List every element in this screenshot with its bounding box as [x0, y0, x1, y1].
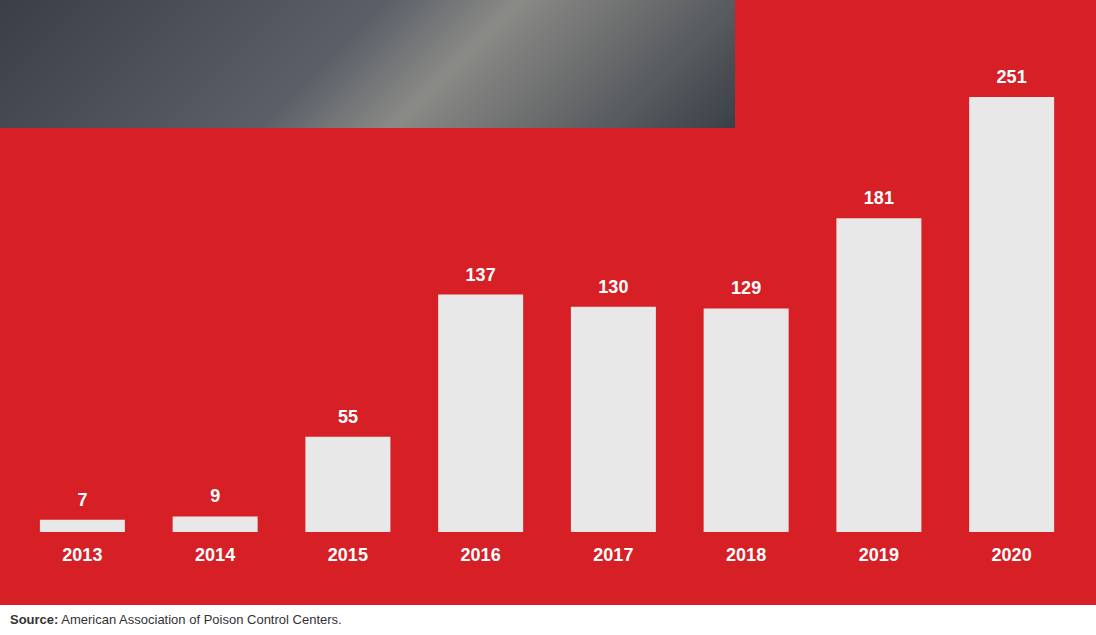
svg-text:2015: 2015 — [328, 545, 368, 565]
html-text:Source: American Association o: Source: American Association of Poison C… — [10, 612, 342, 627]
svg-text:9: 9 — [210, 486, 220, 506]
svg-text:2020: 2020 — [992, 545, 1032, 565]
svg-text:2019: 2019 — [859, 545, 899, 565]
svg-text:130: 130 — [598, 277, 628, 297]
svg-text:55: 55 — [338, 407, 358, 427]
svg-text:2013: 2013 — [62, 545, 102, 565]
svg-text:251: 251 — [997, 67, 1027, 87]
svg-text:2016: 2016 — [461, 545, 501, 565]
svg-text:2017: 2017 — [593, 545, 633, 565]
svg-text:129: 129 — [731, 278, 761, 298]
svg-text:7: 7 — [77, 490, 87, 510]
svg-text:2018: 2018 — [726, 545, 766, 565]
svg-text:181: 181 — [864, 188, 894, 208]
svg-text:137: 137 — [466, 265, 496, 285]
svg-text:2014: 2014 — [195, 545, 235, 565]
